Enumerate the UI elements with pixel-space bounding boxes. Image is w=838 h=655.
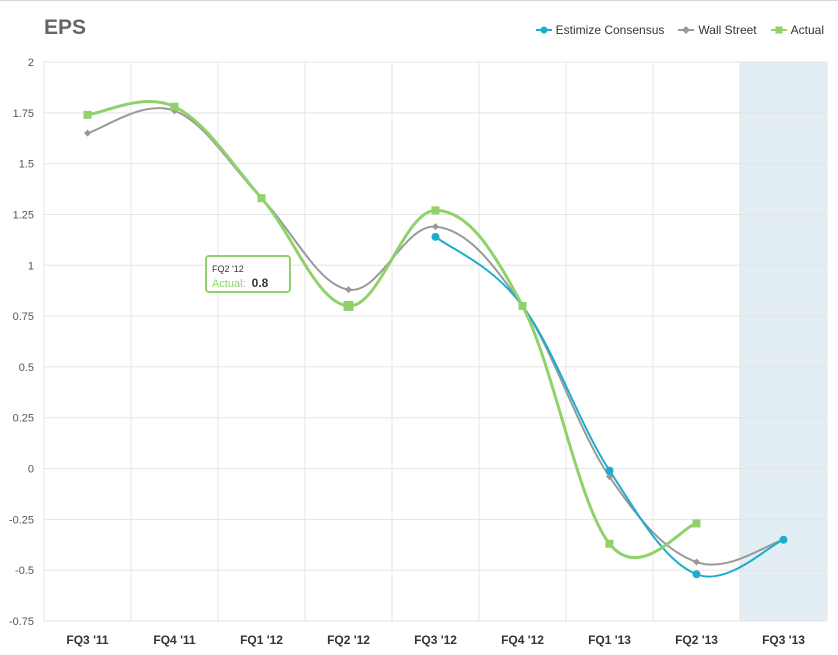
y-tick-label: -0.25 — [9, 514, 34, 526]
legend-item-actual[interactable]: Actual — [770, 23, 824, 37]
x-tick-label: FQ3 '13 — [762, 633, 805, 647]
actual-point — [518, 301, 527, 310]
y-tick-label: 0.75 — [13, 311, 34, 323]
legend-item-estimize[interactable]: Estimize Consensus — [535, 23, 665, 37]
tooltip-separator: : — [242, 278, 246, 290]
y-tick-label: -0.75 — [9, 616, 34, 628]
estimize-consensus-line — [434, 236, 784, 578]
actual-line — [87, 100, 698, 560]
wall-street-point — [432, 223, 439, 231]
tooltip-series-label: Actual — [212, 278, 243, 290]
y-tick-label: 1.75 — [13, 108, 34, 120]
y-tick-label: 0 — [28, 464, 34, 476]
wall-street-point — [345, 286, 352, 294]
chart-legend: Estimize Consensus Wall Street Actual — [535, 23, 824, 37]
x-tick-label: FQ2 '12 — [327, 633, 370, 647]
wall-street-point — [693, 558, 700, 566]
legend-item-wall-street[interactable]: Wall Street — [678, 23, 757, 37]
legend-label-wall-street: Wall Street — [698, 23, 757, 37]
wall-street-point — [84, 129, 91, 137]
y-tick-label: 1.5 — [19, 159, 34, 171]
actual-point — [170, 102, 179, 111]
data-tooltip: FQ2 '12 Actual: 0.8 — [205, 255, 291, 293]
chart-title: EPS — [44, 16, 87, 39]
actual-point — [257, 194, 266, 203]
legend-label-estimize: Estimize Consensus — [555, 23, 665, 37]
estimize-consensus-point — [779, 535, 788, 544]
x-tick-label: FQ3 '11 — [66, 633, 109, 647]
estimize-consensus-point — [431, 232, 440, 241]
y-tick-label: 2 — [28, 57, 34, 69]
estimize-consensus-point — [605, 466, 614, 475]
x-tick-label: FQ4 '11 — [153, 633, 196, 647]
hovered-actual-point — [343, 300, 354, 311]
estimize-consensus-point — [692, 570, 701, 579]
y-tick-label: 0.25 — [13, 413, 34, 425]
tooltip-value: 0.8 — [251, 276, 269, 290]
wall-street-line — [87, 107, 784, 566]
x-tick-label: FQ4 '12 — [501, 633, 544, 647]
wall-street-point — [606, 473, 613, 481]
actual-point — [83, 110, 92, 119]
y-tick-label: -0.5 — [15, 565, 34, 577]
tooltip-category: FQ2 '12 — [212, 264, 244, 274]
actual-point — [692, 519, 701, 528]
actual-point — [605, 539, 614, 548]
legend-label-actual: Actual — [790, 23, 824, 37]
y-tick-label: 1 — [28, 260, 34, 272]
x-tick-label: FQ1 '13 — [588, 633, 631, 647]
y-tick-label: 0.5 — [19, 362, 34, 374]
x-tick-label: FQ3 '12 — [414, 633, 457, 647]
y-tick-label: 1.25 — [13, 209, 34, 221]
legend-circle-marker-icon — [535, 26, 552, 34]
x-tick-label: FQ2 '13 — [675, 633, 718, 647]
x-tick-label: FQ1 '12 — [240, 633, 283, 647]
actual-point — [431, 206, 440, 215]
forecast-period-band — [740, 62, 827, 621]
legend-square-marker-icon — [770, 26, 787, 34]
legend-diamond-marker-icon — [678, 26, 695, 34]
